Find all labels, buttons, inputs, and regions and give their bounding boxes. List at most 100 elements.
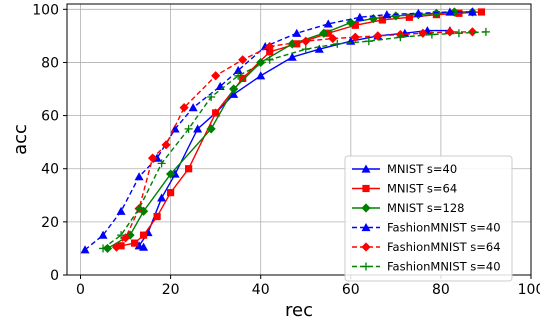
data-point xyxy=(238,55,248,65)
series-line xyxy=(107,11,473,250)
legend-entry: FashionMNIST s=64 xyxy=(352,240,501,254)
legend-label: FashionMNIST s=40 xyxy=(387,260,501,274)
plot-frame xyxy=(66,3,532,276)
legend-label: MNIST s=64 xyxy=(387,182,457,196)
data-point xyxy=(301,45,310,54)
series-line xyxy=(84,11,473,251)
legend-entry: MNIST s=40 xyxy=(352,162,457,176)
y-tick-label: 20 xyxy=(41,215,59,231)
data-point xyxy=(135,204,144,213)
data-point xyxy=(427,30,436,39)
data-point xyxy=(455,9,463,17)
legend-marker xyxy=(362,262,370,271)
x-tick-label: 0 xyxy=(76,282,85,298)
data-point xyxy=(265,55,274,64)
legend-marker xyxy=(361,223,371,232)
data-point xyxy=(328,33,338,44)
data-point xyxy=(184,124,193,133)
legend-entry: FashionMNIST s=40 xyxy=(352,260,501,274)
data-point xyxy=(477,8,486,16)
data-point xyxy=(179,103,189,113)
data-point xyxy=(116,206,126,215)
data-point xyxy=(413,8,423,17)
data-point xyxy=(117,231,126,240)
data-point xyxy=(239,74,247,82)
data-point xyxy=(188,103,198,112)
data-point xyxy=(314,44,324,53)
data-point xyxy=(445,7,455,16)
data-point xyxy=(157,193,167,202)
x-tick-label: 60 xyxy=(342,282,360,298)
data-point xyxy=(157,159,166,168)
data-point xyxy=(111,242,122,252)
data-point xyxy=(368,14,378,24)
data-point xyxy=(134,172,144,181)
y-tick-label: 80 xyxy=(41,55,59,71)
y-axis-label: acc xyxy=(10,124,31,155)
y-tick-label: 0 xyxy=(50,268,59,284)
series-layer xyxy=(80,7,490,254)
data-point xyxy=(445,27,455,37)
legend-label: MNIST s=40 xyxy=(387,162,457,176)
data-point xyxy=(99,244,108,253)
data-point xyxy=(117,242,125,250)
data-point xyxy=(234,71,243,80)
data-point xyxy=(212,109,220,117)
data-point xyxy=(167,189,175,197)
data-point xyxy=(161,140,171,150)
data-point xyxy=(80,245,90,254)
data-point xyxy=(287,39,297,49)
legend-marker xyxy=(361,203,371,213)
data-point xyxy=(229,89,239,98)
data-point xyxy=(382,10,392,19)
data-point xyxy=(193,124,203,133)
data-point xyxy=(319,28,329,38)
data-point xyxy=(139,231,148,239)
legend-label: FashionMNIST s=64 xyxy=(387,240,501,254)
data-point xyxy=(147,153,158,163)
data-point xyxy=(346,17,356,28)
data-point xyxy=(467,7,477,16)
data-point xyxy=(233,65,243,75)
data-point xyxy=(292,28,302,37)
data-point xyxy=(130,239,139,247)
data-point xyxy=(481,27,490,36)
legend-marker xyxy=(361,242,371,252)
data-point xyxy=(185,165,193,173)
legend-marker xyxy=(362,184,370,193)
legend-entry: MNIST s=64 xyxy=(352,182,457,196)
x-tick-label: 40 xyxy=(252,282,270,298)
data-point xyxy=(467,27,478,37)
data-point xyxy=(350,32,360,42)
legend-box xyxy=(344,155,513,282)
y-tick-label: 100 xyxy=(32,2,59,18)
data-point xyxy=(206,124,216,134)
data-point xyxy=(256,57,266,68)
data-point xyxy=(364,37,373,46)
data-point xyxy=(229,84,239,94)
data-point xyxy=(98,230,108,239)
data-point xyxy=(431,8,441,18)
data-point xyxy=(396,33,405,42)
x-tick-label: 100 xyxy=(518,282,540,298)
data-point xyxy=(301,36,311,46)
data-point xyxy=(351,21,359,29)
legend-label: FashionMNIST s=40 xyxy=(387,221,501,235)
series-5 xyxy=(111,27,478,252)
legend-label: MNIST s=128 xyxy=(387,201,464,215)
legend-marker xyxy=(361,164,371,173)
data-point xyxy=(323,19,333,28)
data-point xyxy=(378,16,386,24)
series-6 xyxy=(99,27,490,253)
x-tick-label: 80 xyxy=(432,282,450,298)
data-point xyxy=(287,52,297,61)
data-point xyxy=(266,48,274,56)
data-point xyxy=(207,92,216,101)
data-point xyxy=(153,212,161,221)
data-point xyxy=(373,31,383,41)
data-point xyxy=(405,13,413,21)
data-point xyxy=(166,169,176,179)
y-tick-label: 40 xyxy=(41,162,59,178)
legend-entry: FashionMNIST s=40 xyxy=(352,221,501,235)
